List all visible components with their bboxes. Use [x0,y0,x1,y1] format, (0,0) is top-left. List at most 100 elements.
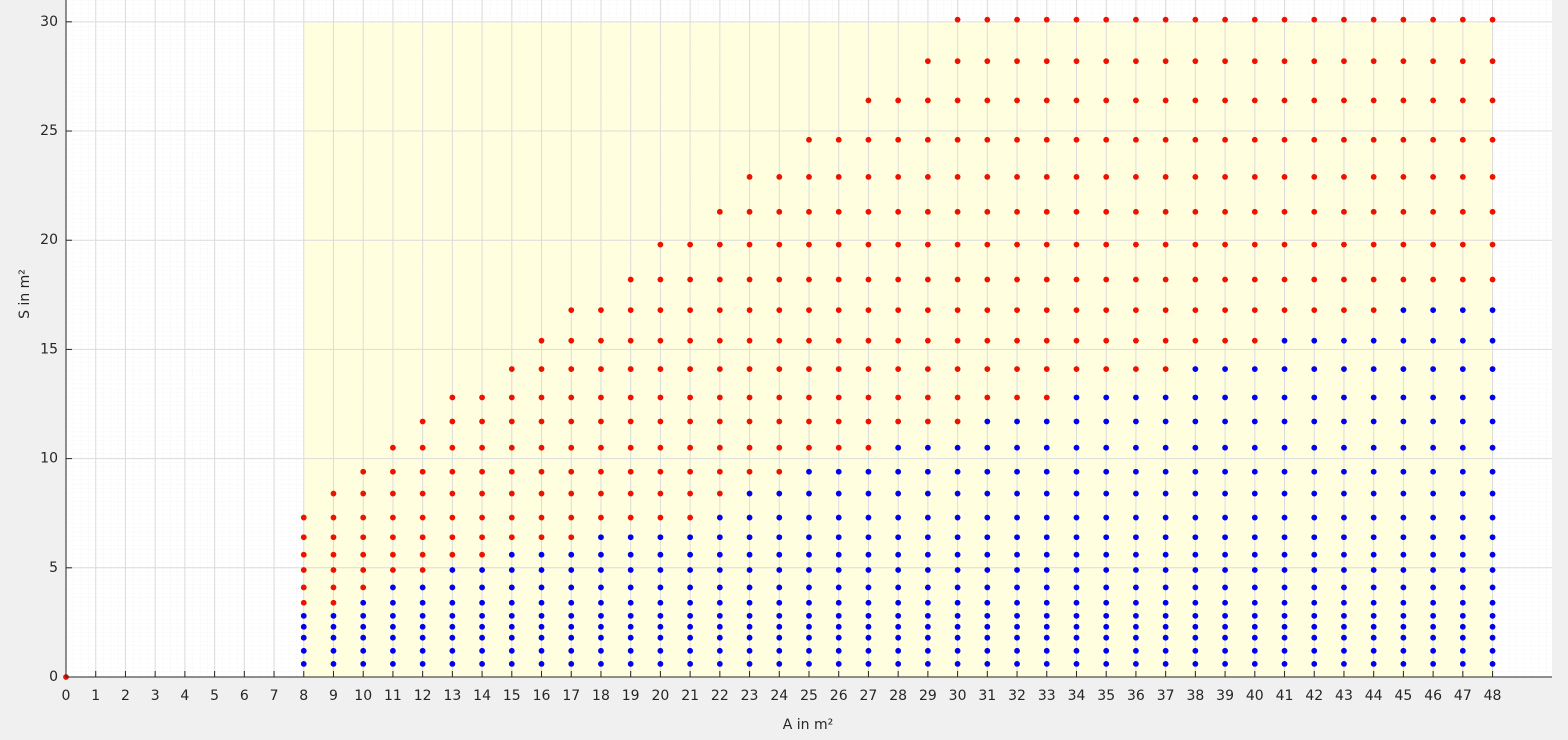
point [1459,418,1466,425]
point [1162,394,1169,401]
x-tick-label: 29 [919,688,937,704]
point [568,307,575,314]
point [1073,136,1080,143]
point [1043,16,1050,23]
point [1311,634,1318,641]
point [776,208,783,215]
point [657,599,664,606]
point [538,584,545,591]
point [984,208,991,215]
point [538,623,545,630]
point [1400,394,1407,401]
point [1341,241,1347,248]
point [1281,307,1288,314]
point [1192,276,1199,283]
point [1251,534,1258,541]
point [1073,584,1080,591]
point [627,514,634,521]
point [1222,468,1228,475]
point [538,660,545,667]
point [1222,337,1228,344]
point [538,418,545,425]
point [1489,366,1496,372]
point [360,567,367,573]
point [1370,612,1377,619]
point [1162,173,1169,180]
point [1162,567,1169,573]
point [598,337,604,344]
point [1192,307,1199,314]
point [419,534,426,541]
point [1370,584,1377,591]
point [1103,612,1110,619]
point [449,584,456,591]
point [687,307,694,314]
point [360,660,367,667]
point [598,634,604,641]
point [746,534,753,541]
point [835,599,842,606]
point [479,584,485,591]
point [984,307,991,314]
point [954,584,961,591]
point [1281,136,1288,143]
point [1370,468,1377,475]
point [1430,647,1437,654]
point [895,468,902,475]
point [924,612,931,619]
point [1400,647,1407,654]
point [895,514,902,521]
point [954,444,961,451]
x-tick-label: 30 [949,688,967,704]
point [1459,366,1466,372]
point [1281,490,1288,497]
point [1430,468,1437,475]
point [865,612,872,619]
point [1281,584,1288,591]
point [390,660,396,667]
point [1043,567,1050,573]
point [1400,173,1407,180]
point [1103,16,1110,23]
point [508,534,515,541]
point [776,660,783,667]
point [1073,16,1080,23]
point [1133,623,1139,630]
point [1043,551,1050,558]
point [1251,16,1258,23]
point [330,647,337,654]
point [1103,584,1110,591]
point [1489,599,1496,606]
point [1103,58,1110,65]
point [1014,660,1020,667]
point [1251,337,1258,344]
point [479,534,485,541]
point [598,444,604,451]
point [1073,173,1080,180]
point [508,584,515,591]
point [687,599,694,606]
point [568,418,575,425]
point [806,173,812,180]
point [479,623,485,630]
point [716,647,723,654]
point [1311,647,1318,654]
point [1133,490,1139,497]
point [508,612,515,619]
point [984,534,991,541]
point [1281,551,1288,558]
point [1400,490,1407,497]
point [1281,276,1288,283]
point [1311,394,1318,401]
point [300,623,307,630]
point [330,514,337,521]
point [687,551,694,558]
point [1251,418,1258,425]
point [1341,394,1347,401]
point [1251,208,1258,215]
point [598,660,604,667]
point [627,366,634,372]
point [865,599,872,606]
point [924,567,931,573]
point [1430,58,1437,65]
